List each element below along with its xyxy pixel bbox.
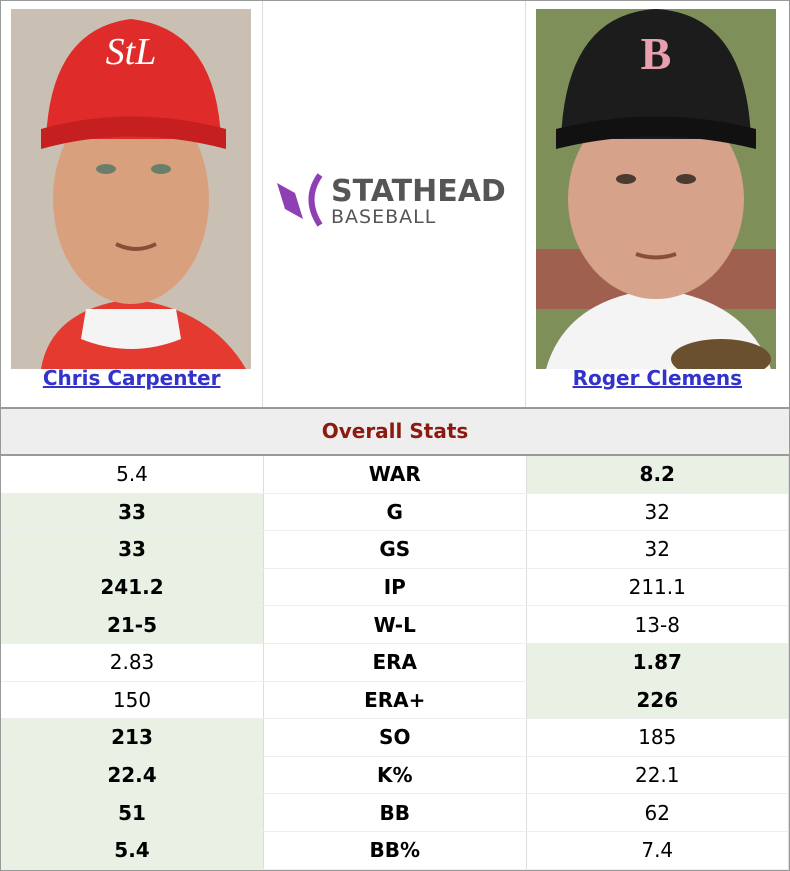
stat-row: 150 ERA+ 226 (1, 681, 789, 720)
stat-name: K% (263, 756, 527, 795)
stat-value: 13-8 (526, 605, 789, 644)
stats-table: 5.4 WAR 8.2 33 G 32 33 GS 32 241.2 IP 211.1 21-5 W-L 1… (1, 456, 789, 870)
stat-name: WAR (263, 456, 527, 494)
logo-cell: STATHEAD BASEBALL (263, 1, 526, 407)
stat-value: 33 (1, 493, 264, 532)
stat-value: 7.4 (526, 831, 789, 870)
svg-text:StL: StL (106, 31, 157, 73)
stat-value: 2.83 (1, 643, 264, 682)
stat-name: ERA (263, 643, 527, 682)
stat-name: GS (263, 530, 527, 569)
stat-name: BB (263, 793, 527, 832)
stat-value: 150 (1, 681, 264, 720)
stat-value: 22.1 (526, 756, 789, 795)
stat-value: 226 (526, 681, 789, 720)
player-photo: B (535, 9, 776, 369)
stat-row: 33 GS 32 (1, 530, 789, 569)
stat-value: 32 (526, 493, 789, 532)
stat-value: 241.2 (1, 568, 264, 607)
stat-value: 185 (526, 718, 789, 757)
stat-row: 51 BB 62 (1, 793, 789, 832)
stat-value: 32 (526, 530, 789, 569)
stat-name: ERA+ (263, 681, 527, 720)
player-header: StL Chris Carpenter STATHEAD BASEBALL (1, 1, 789, 409)
logo: STATHEAD BASEBALL (275, 171, 515, 235)
stat-row: 22.4 K% 22.1 (1, 756, 789, 795)
stat-value: 62 (526, 793, 789, 832)
logo-mark: STATHEAD BASEBALL (277, 173, 506, 228)
stat-name: SO (263, 718, 527, 757)
stat-value: 8.2 (526, 456, 789, 494)
stat-row: 2.83 ERA 1.87 (1, 643, 789, 682)
stat-value: 211.1 (526, 568, 789, 607)
stat-row: 5.4 WAR 8.2 (1, 456, 789, 494)
stat-value: 213 (1, 718, 264, 757)
stat-name: BB% (263, 831, 527, 870)
player-left: StL Chris Carpenter (1, 1, 264, 407)
stat-name: G (263, 493, 527, 532)
stat-row: 241.2 IP 211.1 (1, 568, 789, 607)
stat-value: 51 (1, 793, 264, 832)
section-header: Overall Stats (1, 409, 789, 456)
stat-row: 5.4 BB% 7.4 (1, 831, 789, 870)
stat-row: 213 SO 185 (1, 718, 789, 757)
svg-text:B: B (640, 28, 671, 79)
stat-name: W-L (263, 605, 527, 644)
player-link[interactable]: Roger Clemens (572, 366, 743, 390)
stat-row: 33 G 32 (1, 493, 789, 532)
stat-value: 1.87 (526, 643, 789, 682)
stat-value: 33 (1, 530, 264, 569)
stat-value: 21-5 (1, 605, 264, 644)
logo-title: STATHEAD (331, 174, 506, 209)
stat-value: 5.4 (1, 831, 264, 870)
stat-value: 5.4 (1, 456, 264, 494)
logo-subtitle: BASEBALL (331, 206, 436, 228)
player-right: B Roger Clemens (526, 1, 789, 407)
stat-row: 21-5 W-L 13-8 (1, 605, 789, 644)
stat-name: IP (263, 568, 527, 607)
player-photo: StL (11, 9, 251, 369)
stat-value: 22.4 (1, 756, 264, 795)
player-link[interactable]: Chris Carpenter (42, 366, 221, 390)
